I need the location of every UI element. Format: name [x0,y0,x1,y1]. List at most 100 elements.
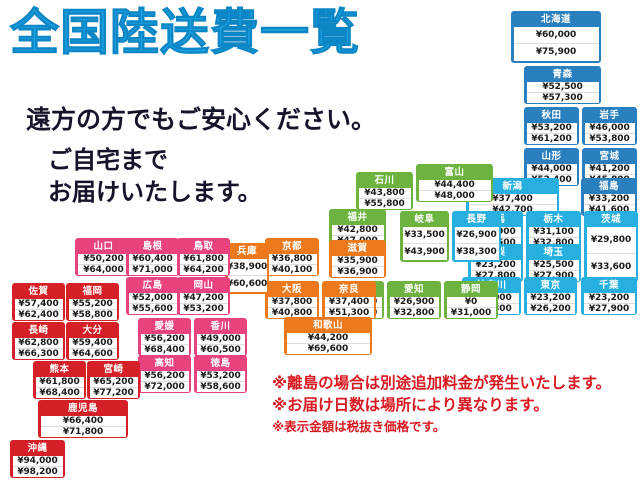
prefecture-name: 静岡 [446,282,496,297]
price-list: ¥65,200 ¥77,200 [89,376,138,398]
prefecture-card-高知: 高知 ¥56,200 ¥72,000 [138,355,191,393]
price-list: ¥33,200 ¥41,600 [583,193,635,215]
prefecture-name: 富山 [418,165,491,180]
prefecture-card-茨城: 茨城 ¥29,800 ¥33,600 [584,211,638,282]
prefecture-name: 山形 [526,149,577,164]
price-list: ¥53,200 ¥61,200 [526,122,577,144]
prefecture-name: 広島 [128,278,177,293]
price-list: ¥53,200 ¥58,600 [196,370,245,392]
price-list: ¥23,200 ¥27,800 [470,259,521,281]
price-standard: ¥23,200 [588,292,630,303]
price-list: ¥94,000 ¥98,200 [12,455,63,477]
prefecture-card-栃木: 栃木 ¥31,100 ¥32,800 [526,211,581,249]
price-list: ¥56,200 ¥72,000 [140,370,189,392]
price-premium: ¥57,300 [526,91,599,103]
prefecture-name: 福井 [331,210,384,225]
price-list: ¥66,400 ¥71,800 [40,415,126,437]
price-premium: ¥60,600 [227,274,267,292]
footnote-delivery-days: ※お届け日数は場所により異なります。 [272,396,549,415]
price-premium: ¥27,800 [470,269,521,281]
price-standard: ¥53,200 [200,370,241,381]
footnotes: ※離島の場合は別途追加料金が発生いたします。 ※お届け日数は場所により異なります… [272,372,638,437]
price-premium: ¥32,800 [528,236,579,248]
prefecture-card-静岡: 静岡 ¥0 ¥31,000 [444,281,498,319]
price-standard: ¥46,000 [589,122,630,133]
prefecture-name: 秋田 [526,108,577,123]
price-standard: ¥61,800 [183,253,224,264]
price-premium: ¥26,200 [526,302,575,314]
price-list: ¥44,200 ¥69,600 [286,332,370,354]
price-standard: ¥43,800 [364,187,405,198]
price-list: ¥26,900 ¥38,300 [454,226,499,260]
prefecture-name: 岡山 [179,278,228,293]
prefecture-card-大分: 大分 ¥59,400 ¥64,600 [66,322,119,360]
price-premium: ¥55,800 [358,197,411,209]
prefecture-card-愛知: 愛知 ¥26,900 ¥32,800 [387,281,441,319]
price-premium: ¥32,800 [389,306,439,318]
price-standard: ¥38,900 [226,261,268,272]
prefecture-card-和歌山: 和歌山 ¥44,200 ¥69,600 [284,317,372,355]
price-premium: ¥72,000 [140,380,189,392]
price-list: ¥46,000 ¥53,800 [584,122,635,144]
price-standard: ¥52,000 [132,292,173,303]
price-premium: ¥38,300 [454,242,499,260]
prefecture-name: 兵庫 [227,244,267,259]
price-premium: ¥77,200 [89,386,138,398]
price-list: ¥59,400 ¥64,600 [68,337,117,359]
price-standard: ¥44,200 [307,332,349,343]
subtitle-secondary-line1: ご自宅まで [48,146,168,174]
price-standard: ¥57,400 [18,298,59,309]
price-standard: ¥49,000 [200,333,241,344]
prefecture-name: 長崎 [14,323,63,338]
price-list: ¥47,200 ¥53,200 [179,292,228,314]
price-premium: ¥58,600 [196,380,245,392]
price-standard: ¥23,200 [530,292,571,303]
price-standard: ¥59,400 [72,337,113,348]
price-standard: ¥29,800 [590,234,632,245]
prefecture-name: 沖縄 [12,441,63,456]
price-list: ¥37,400 ¥51,300 [324,296,374,318]
price-standard: ¥65,200 [93,376,134,387]
price-premium: ¥55,600 [128,302,177,314]
price-list: ¥0 ¥31,000 [446,296,496,318]
price-list: ¥35,900 ¥36,900 [331,255,384,277]
price-premium: ¥71,800 [40,425,126,437]
price-premium: ¥62,400 [14,308,63,320]
footnote-remote-islands: ※離島の場合は別途追加料金が発生いたします。 [272,374,612,392]
prefecture-name: 岐阜 [402,212,447,227]
prefecture-name: 宮城 [584,149,635,164]
price-standard: ¥33,500 [404,229,445,240]
prefecture-card-滋賀: 滋賀 ¥35,900 ¥36,900 [329,240,386,278]
prefecture-name: 和歌山 [286,318,370,333]
price-premium: ¥61,200 [526,132,577,144]
prefecture-card-徳島: 徳島 ¥53,200 ¥58,600 [194,355,247,393]
prefecture-name: 北海道 [513,12,599,27]
price-premium: ¥66,300 [14,347,63,359]
prefecture-name: 埼玉 [528,245,579,260]
prefecture-name: 大阪 [267,282,317,297]
prefecture-name: 島根 [128,239,177,254]
prefecture-name: 石川 [358,173,411,188]
footnote-tax-excluded: ※表示金額は税抜き価格です。 [272,418,446,434]
prefecture-card-広島: 広島 ¥52,000 ¥55,600 [126,277,179,315]
prefecture-name: 滋賀 [331,241,384,256]
price-premium: ¥68,400 [35,386,84,398]
price-list: ¥62,800 ¥66,300 [14,337,63,359]
price-standard: ¥55,200 [72,298,113,309]
price-premium: ¥60,500 [196,343,245,355]
prefecture-card-石川: 石川 ¥43,800 ¥55,800 [356,172,413,210]
price-premium: ¥36,900 [331,265,384,277]
price-premium: ¥53,200 [179,302,228,314]
prefecture-card-富山: 富山 ¥44,400 ¥48,000 [416,164,493,202]
price-standard: ¥41,200 [589,163,630,174]
prefecture-name: 愛知 [389,282,439,297]
price-premium: ¥68,400 [140,343,189,355]
prefecture-card-青森: 青森 ¥52,500 ¥57,300 [524,66,601,104]
prefecture-card-大阪: 大阪 ¥37,800 ¥40,800 [265,281,319,319]
prefecture-name: 茨城 [586,212,636,227]
prefecture-card-宮崎: 宮崎 ¥65,200 ¥77,200 [87,361,140,399]
price-list: ¥23,200 ¥26,200 [526,292,575,314]
price-standard: ¥26,900 [456,229,497,240]
prefecture-name: 千葉 [583,278,635,293]
prefecture-card-島根: 島根 ¥60,400 ¥71,000 [126,238,179,276]
